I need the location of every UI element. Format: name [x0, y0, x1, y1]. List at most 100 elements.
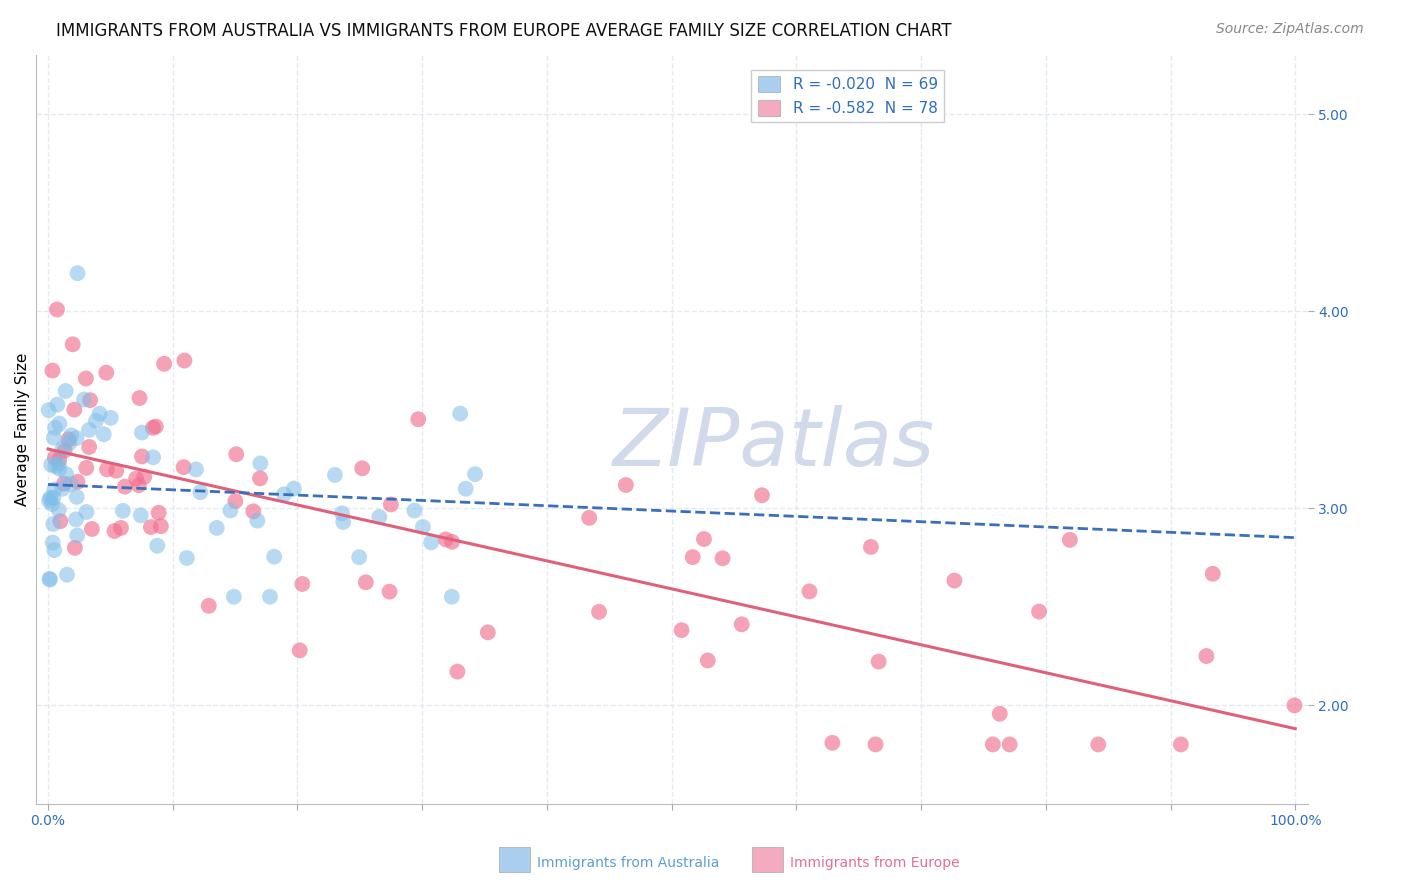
Point — [79, 393, 101, 408]
Point — [711, 551, 734, 566]
Point — [96, 366, 118, 380]
Point — [131, 425, 153, 440]
Point — [42, 491, 65, 505]
Point — [153, 357, 176, 371]
Point — [41, 497, 63, 511]
Y-axis label: Average Family Size: Average Family Size — [15, 352, 30, 506]
Point — [53, 443, 76, 458]
Point — [446, 665, 468, 679]
Point — [59, 477, 82, 491]
Point — [128, 478, 150, 492]
Point — [75, 505, 97, 519]
Point — [52, 476, 75, 491]
Point — [449, 407, 471, 421]
Point — [51, 482, 73, 496]
Point — [173, 460, 195, 475]
Point — [671, 623, 693, 637]
Point — [148, 506, 170, 520]
Point — [330, 506, 353, 520]
Point — [578, 511, 600, 525]
Point — [73, 392, 96, 407]
Point — [464, 467, 486, 482]
Point — [378, 584, 401, 599]
Point — [145, 419, 167, 434]
Point — [988, 706, 1011, 721]
Point — [477, 625, 499, 640]
Point — [751, 488, 773, 502]
Point — [46, 398, 69, 412]
Point — [105, 464, 128, 478]
Point — [420, 535, 443, 549]
Point — [865, 738, 887, 752]
Point — [38, 493, 60, 508]
Point — [80, 522, 103, 536]
Point — [48, 462, 70, 476]
Point — [273, 487, 295, 501]
Point — [38, 403, 60, 417]
Point — [682, 550, 704, 565]
Point — [184, 462, 207, 476]
Point — [58, 433, 80, 447]
Point — [38, 572, 60, 586]
Point — [859, 540, 882, 554]
Point — [63, 541, 86, 555]
Point — [100, 410, 122, 425]
Point — [65, 431, 87, 445]
Point — [48, 457, 70, 471]
Point — [66, 475, 89, 489]
Point — [111, 504, 134, 518]
Point — [128, 391, 150, 405]
Point — [142, 421, 165, 435]
Point — [354, 575, 377, 590]
Point — [77, 423, 100, 437]
Point — [249, 471, 271, 485]
Point — [380, 498, 402, 512]
Point — [125, 472, 148, 486]
Point — [219, 503, 242, 517]
Point — [42, 516, 65, 531]
Point — [52, 442, 75, 456]
Point — [588, 605, 610, 619]
Point — [1284, 698, 1306, 713]
Point — [434, 533, 457, 547]
Point — [146, 539, 169, 553]
Point — [454, 482, 477, 496]
Point — [176, 551, 198, 566]
Point — [65, 512, 87, 526]
Point — [173, 353, 195, 368]
Point — [197, 599, 219, 613]
Point — [41, 363, 63, 377]
Point — [39, 491, 62, 505]
Point — [440, 590, 463, 604]
Point — [66, 528, 89, 542]
Point — [48, 503, 70, 517]
Point — [368, 510, 391, 524]
Point — [224, 494, 246, 508]
Point — [149, 519, 172, 533]
Point — [242, 504, 264, 518]
Point — [283, 482, 305, 496]
Point — [1028, 605, 1050, 619]
Point — [943, 574, 966, 588]
Point — [323, 467, 346, 482]
Point — [44, 421, 66, 435]
Point — [48, 417, 70, 431]
Text: Immigrants from Australia: Immigrants from Australia — [537, 855, 720, 870]
Text: IMMIGRANTS FROM AUSTRALIA VS IMMIGRANTS FROM EUROPE AVERAGE FAMILY SIZE CORRELAT: IMMIGRANTS FROM AUSTRALIA VS IMMIGRANTS … — [56, 22, 952, 40]
Point — [75, 371, 97, 385]
Point — [93, 427, 115, 442]
Point — [49, 514, 72, 528]
Point — [332, 515, 354, 529]
Point — [44, 543, 66, 558]
Point — [1170, 738, 1192, 752]
Point — [62, 337, 84, 351]
Point — [44, 483, 66, 497]
Point — [129, 508, 152, 523]
Point — [981, 738, 1004, 752]
Point — [114, 480, 136, 494]
Point — [55, 384, 77, 398]
Point — [41, 535, 63, 549]
Text: ZIPatlas: ZIPatlas — [613, 405, 935, 483]
Point — [998, 738, 1021, 752]
Point — [1087, 738, 1109, 752]
